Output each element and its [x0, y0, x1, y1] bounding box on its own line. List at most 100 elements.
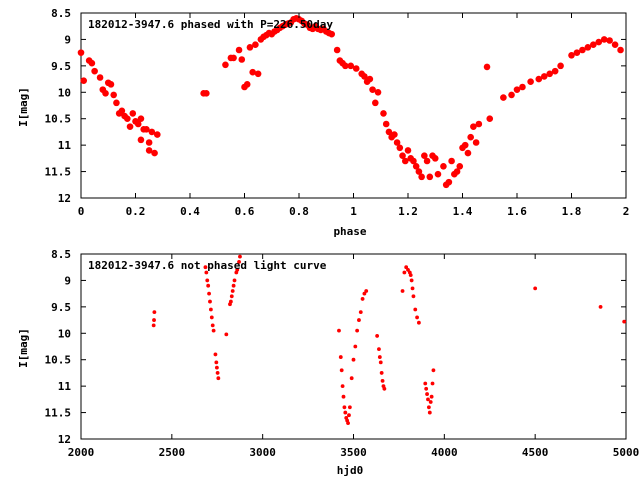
unphased-x-axis-label: hjd0 [337, 464, 364, 477]
unphased-data-point [206, 283, 211, 288]
phased-data-point [508, 91, 515, 99]
unphased-data-point [377, 355, 382, 359]
unphased-data-point [151, 323, 156, 328]
phased-data-point [456, 162, 464, 170]
phased-data-point [421, 152, 428, 160]
unphased-data-point [429, 394, 434, 399]
phased-chart-panel: 0 0.2 0.4 0.6 0.8 1 1.2 1.4 1.6 1.8 2 8.5 9 9.5 10 10.… [17, 7, 629, 238]
phased-data-point [461, 141, 469, 149]
phased-data-point [380, 110, 387, 117]
unphased-data-point [377, 347, 381, 352]
phased-data-point [129, 110, 137, 117]
phased-y-ticks: 8.5 9 9.5 10 10.5 11 11.5 12 [45, 7, 626, 205]
phased-data-point [410, 157, 417, 165]
phased-data-point [423, 157, 431, 165]
phased-data-point [500, 94, 507, 101]
unphased-x-tick-label: 3000 [249, 446, 276, 459]
phased-data-point [203, 90, 210, 97]
phased-data-point [546, 70, 553, 78]
phased-data-point [126, 123, 134, 130]
unphased-data-point [406, 267, 410, 272]
unphased-data-point [346, 421, 350, 426]
phased-data-point [404, 147, 412, 154]
phased-data-point [527, 78, 534, 86]
phased-data-point [440, 162, 447, 170]
phased-data-point [333, 46, 341, 54]
phased-y-tick-label: 8.5 [51, 7, 71, 20]
unphased-data-point [379, 371, 384, 375]
unphased-data-point [208, 299, 212, 304]
unphased-data-point [360, 297, 365, 301]
phased-data-point [230, 54, 237, 62]
unphased-data-point [347, 413, 351, 418]
unphased-x-tick-label: 2000 [68, 446, 95, 459]
unphased-x-ticks: 2000 2500 3000 3500 4000 4500 5000 [68, 254, 640, 459]
unphased-data-point [340, 384, 345, 389]
unphased-data-point [357, 318, 361, 322]
unphased-data-point [431, 368, 436, 373]
unphased-data-point [214, 365, 219, 370]
phased-data-point [369, 86, 376, 93]
phased-data-point [557, 62, 564, 70]
unphased-data-point [209, 315, 214, 320]
phased-data-point [374, 88, 382, 96]
phased-data-point [124, 115, 131, 123]
unphased-data-point [411, 294, 416, 299]
phased-x-tick-label: 1.2 [398, 205, 418, 218]
unphased-data-point [409, 278, 414, 283]
phased-data-point [453, 168, 461, 175]
unphased-data-point [229, 294, 234, 299]
phased-data-point [391, 131, 398, 138]
phased-data-point [382, 120, 390, 128]
unphased-data-point [343, 410, 348, 415]
phased-data-point [148, 128, 156, 136]
phased-data-point [110, 91, 117, 99]
unphased-data-point [211, 328, 216, 333]
unphased-data-point [210, 323, 215, 328]
unphased-data-point [214, 360, 219, 365]
phased-x-axis-label: phase [333, 225, 366, 238]
phased-plot-frame [80, 12, 627, 199]
phased-data-point [412, 162, 420, 170]
unphased-y-tick-label: 12 [58, 433, 71, 446]
phased-data-point [513, 86, 521, 93]
unphased-data-point [203, 265, 208, 270]
phased-data-point [426, 173, 434, 181]
phased-data-point [464, 149, 472, 157]
phased-data-point [372, 99, 379, 107]
unphased-x-tick-label: 5000 [613, 446, 640, 459]
unphased-x-tick-label: 4500 [522, 446, 549, 459]
phased-data-point [551, 67, 559, 75]
phased-data-point [483, 63, 491, 71]
unphased-data-point [364, 289, 369, 293]
phased-data-point [579, 46, 586, 54]
unphased-data-point [382, 386, 387, 391]
phased-data-point [254, 70, 262, 78]
unphased-data-point [231, 283, 236, 288]
unphased-data-point [402, 270, 407, 275]
unphased-data-point [205, 278, 210, 283]
unphased-data-point [426, 405, 431, 410]
phased-x-tick-label: 1 [350, 205, 357, 218]
phased-data-point [96, 74, 104, 81]
phased-data-point [91, 67, 98, 75]
unphased-data-point [152, 318, 156, 322]
phased-data-point [418, 173, 425, 181]
phased-data-point [401, 157, 409, 165]
phased-data-point [431, 155, 439, 162]
phased-x-tick-label: 0.2 [126, 205, 146, 218]
unphased-data-point [347, 405, 352, 410]
unphased-data-point [428, 400, 433, 404]
unphased-data-point [380, 378, 385, 383]
phased-data-point [486, 115, 494, 123]
unphased-x-tick-label: 4000 [431, 446, 458, 459]
unphased-data-point [208, 307, 213, 312]
unphased-data-point [349, 376, 354, 381]
phased-y-tick-label: 9.5 [51, 60, 71, 73]
phased-y-tick-label: 9 [64, 33, 71, 46]
phased-data-point [102, 90, 109, 97]
phased-data-point [88, 59, 96, 67]
unphased-data-point [337, 328, 341, 333]
phased-data-point [590, 41, 597, 49]
phased-data-point [415, 168, 423, 175]
